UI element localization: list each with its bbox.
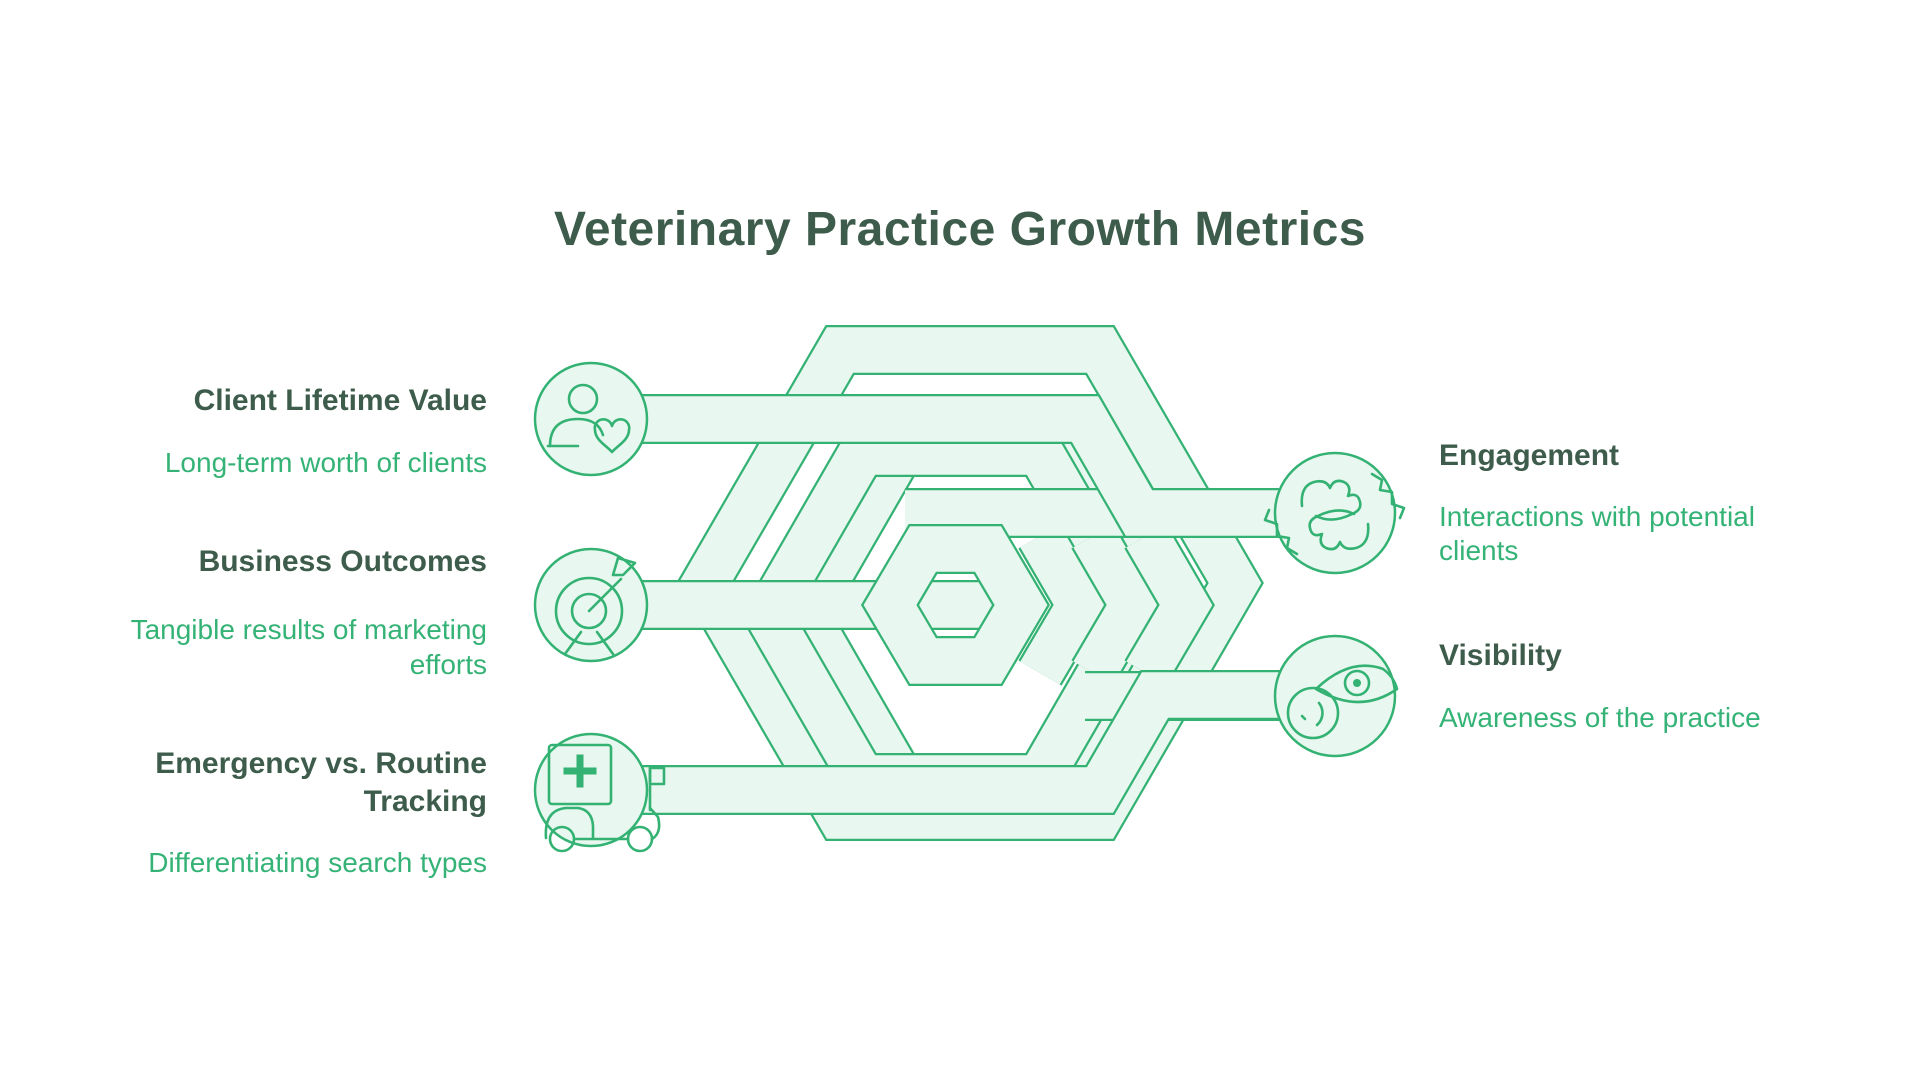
- target-arrow-icon: [554, 556, 637, 656]
- engagement-heading: Engagement: [1439, 439, 1620, 472]
- client-band-fill: [591, 396, 1290, 536]
- emergency-routine-heading: Emergency vs. Routine Tracking: [155, 747, 487, 818]
- medical-delivery-icon: [544, 743, 666, 853]
- chevron-band-1-fill: [1020, 524, 1107, 685]
- client-lifetime-value-node: [533, 361, 649, 477]
- person-heart-icon: [546, 383, 631, 454]
- emergency-band-fill: [591, 672, 1290, 813]
- client-lifetime-value-description: Long-term worth of clients: [164, 447, 487, 478]
- chevron-band-2-fill: [1073, 524, 1160, 685]
- chevron-band-3-fill: [1126, 524, 1213, 685]
- visibility-description: Awareness of the practice: [1439, 702, 1761, 733]
- visibility-heading: Visibility: [1439, 639, 1562, 672]
- business-outcomes-heading: Business Outcomes: [198, 545, 487, 578]
- client-lifetime-value-heading: Client Lifetime Value: [193, 384, 487, 417]
- business-outcomes-description: Tangible results of marketing efforts: [130, 614, 487, 680]
- page-title: Veterinary Practice Growth Metrics: [554, 203, 1366, 256]
- engagement-description: Interactions with potential clients: [1439, 501, 1755, 566]
- hexagon-weave: [591, 325, 1290, 841]
- emergency-routine-node: [533, 732, 649, 848]
- engagement-node: [1273, 451, 1397, 575]
- small-hexagon-band-fill: [863, 526, 1048, 684]
- eye-visibility-icon: [1286, 664, 1399, 740]
- emergency-routine-description: Differentiating search types: [148, 847, 487, 878]
- handshake-icon: [1263, 472, 1406, 556]
